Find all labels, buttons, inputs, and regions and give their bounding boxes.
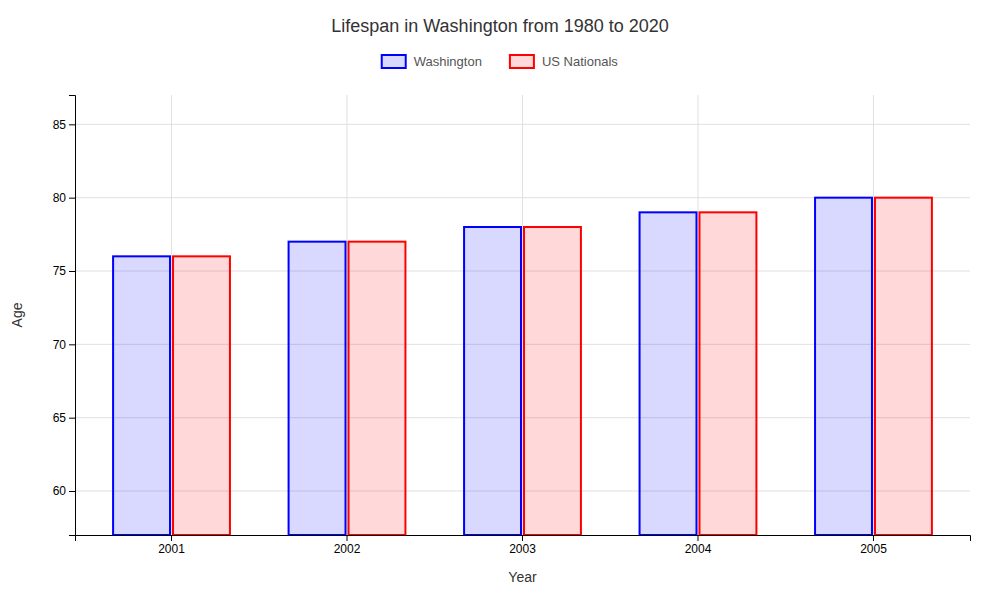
legend-swatch [382,55,406,68]
y-axis: 60 65 70 75 80 85 [53,96,76,536]
bar [349,242,406,535]
x-tick-label: 2004 [685,542,712,556]
x-axis-title: Year [508,569,537,585]
legend-swatch [510,55,534,68]
grid-line-x [873,95,874,535]
y-tick-label: 75 [53,264,67,278]
y-tick-label: 80 [53,191,67,205]
x-tick: 2004 [685,535,712,556]
legend-label: US Nationals [542,54,618,69]
y-tick: 85 [53,118,75,132]
legend-item: US Nationals [510,54,618,69]
bar [289,242,346,535]
x-tick-mark [697,535,698,541]
bar [815,198,872,535]
bars [113,198,932,535]
bar [173,256,230,535]
y-axis-line [69,96,76,536]
legend: Washington US Nationals [382,54,619,69]
x-tick-mark [171,535,172,541]
bar [524,227,581,535]
y-tick: 65 [53,411,75,425]
grid-line-x [697,95,698,535]
x-tick-mark [347,535,348,541]
y-tick-label: 65 [53,411,67,425]
y-tick-mark [69,198,75,199]
legend-item: Washington [382,54,482,69]
bar [699,212,756,535]
x-tick-label: 2005 [860,542,887,556]
x-tick-mark [873,535,874,541]
grid-line-x [171,95,172,535]
bar [640,212,697,535]
y-axis-title: Age [9,302,25,327]
x-axis-line [76,536,971,542]
y-tick-label: 60 [53,484,67,498]
y-tick: 75 [53,264,75,278]
grid-line-x [347,95,348,535]
grid-line-x [522,95,523,535]
bar [113,256,170,535]
x-axis: 2001 2002 2003 2004 2005 [76,535,971,556]
y-tick: 60 [53,484,75,498]
grid [75,95,970,535]
y-tick: 80 [53,191,75,205]
plot: 2001 2002 2003 2004 2005 60 65 70 75 80 85 [53,95,971,556]
bar [875,198,932,535]
x-tick: 2005 [860,535,887,556]
y-tick-mark [69,418,75,419]
x-tick-label: 2003 [509,542,536,556]
y-tick-mark [69,124,75,125]
y-tick-mark [69,271,75,272]
legend-label: Washington [414,54,482,69]
y-tick-mark [69,491,75,492]
x-tick-mark [522,535,523,541]
x-tick-label: 2002 [334,542,361,556]
x-tick: 2002 [334,535,361,556]
x-tick: 2003 [509,535,536,556]
y-tick: 70 [53,338,75,352]
y-tick-label: 70 [53,338,67,352]
x-tick: 2001 [158,535,185,556]
y-tick-mark [69,344,75,345]
y-tick-label: 85 [53,118,67,132]
title: Lifespan in Washington from 1980 to 2020 [331,16,669,36]
x-tick-label: 2001 [158,542,185,556]
chart: 2001 2002 2003 2004 2005 60 65 70 75 80 85 Year Age L… [0,0,1000,600]
bar [464,227,521,535]
